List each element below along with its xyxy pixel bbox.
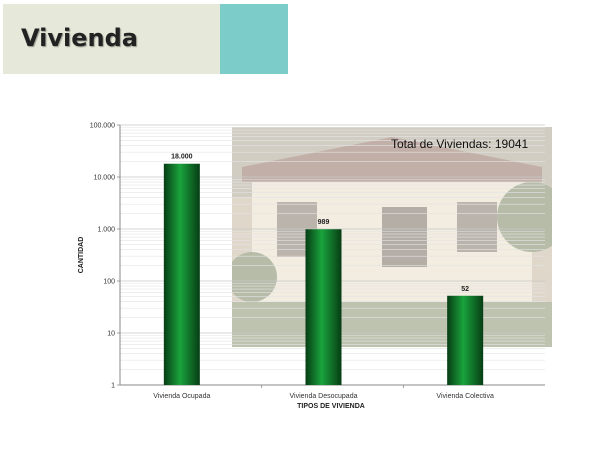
y-tick-label: 1	[111, 383, 115, 390]
y-tick-label: 10.000	[94, 175, 116, 182]
title-box: Vivienda	[3, 4, 220, 74]
y-tick-label: 100	[103, 279, 115, 286]
data-label: 989	[318, 219, 330, 226]
data-label: 18.000	[171, 154, 193, 161]
bars	[163, 163, 484, 385]
x-tick-label: Vivienda Colectiva	[436, 393, 494, 400]
slide-title: Vivienda	[21, 24, 138, 52]
data-labels: 18.000 989 52	[171, 154, 469, 293]
y-tick-label: 1.000	[97, 227, 115, 234]
x-tick-label: Vivienda Ocupada	[153, 393, 210, 400]
x-axis-label: TIPOS DE VIVIENDA	[297, 403, 365, 410]
y-tick-label: 100.000	[90, 123, 115, 130]
bar	[305, 229, 342, 385]
x-tick-label: Vivienda Desocupada	[290, 393, 358, 400]
total-annotation: Total de Viviendas: 19041	[391, 137, 529, 151]
y-axis-label: CANTIDAD	[78, 237, 85, 274]
bar	[447, 295, 484, 385]
x-tick-labels: Vivienda Ocupada Vivienda Desocupada Vivie…	[153, 393, 494, 400]
title-accent-block	[220, 4, 288, 74]
data-label: 52	[461, 286, 469, 293]
bar	[163, 163, 200, 385]
y-tick-label: 10	[107, 331, 115, 338]
y-tick-labels: 1 10 100 1.000 10.000 100.000	[90, 123, 115, 390]
